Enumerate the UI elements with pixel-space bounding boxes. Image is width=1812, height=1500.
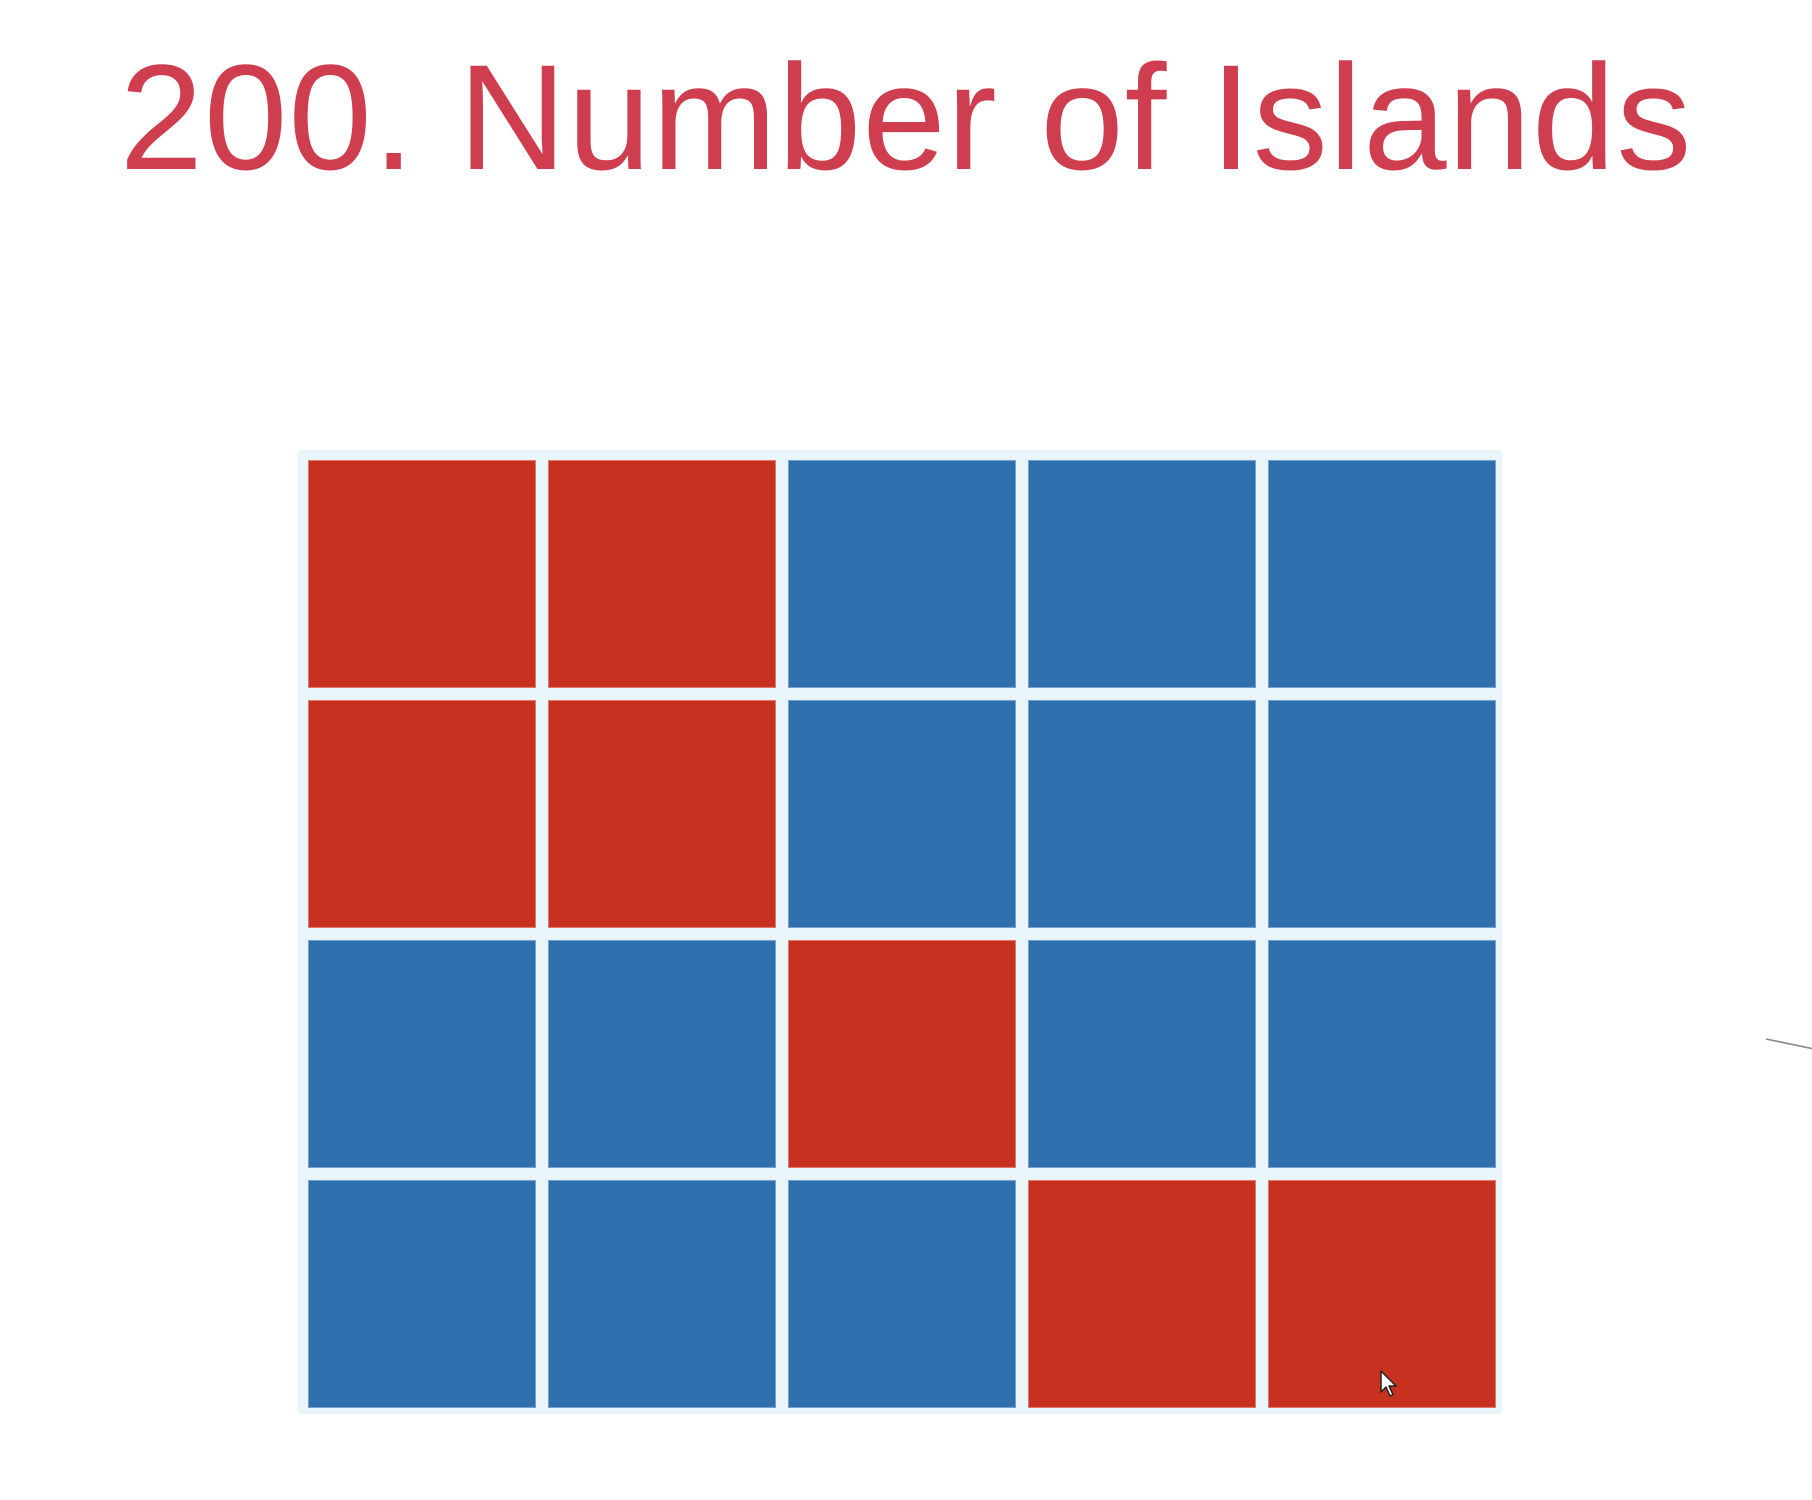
water-cell [548, 940, 776, 1168]
water-cell [548, 1180, 776, 1408]
water-cell [1028, 700, 1256, 928]
water-cell [788, 1180, 1016, 1408]
mouse-cursor-icon [1380, 1370, 1397, 1397]
water-cell [1028, 940, 1256, 1168]
water-cell [308, 1180, 536, 1408]
water-cell [308, 940, 536, 1168]
water-cell [788, 460, 1016, 688]
land-cell [1028, 1180, 1256, 1408]
land-cell [548, 700, 776, 928]
island-grid [298, 450, 1502, 1414]
land-cell [308, 460, 536, 688]
water-cell [1268, 460, 1496, 688]
land-cell [788, 940, 1016, 1168]
water-cell [1268, 700, 1496, 928]
stray-line-mark [1766, 1038, 1812, 1050]
slide-title: 200. Number of Islands [119, 33, 1693, 201]
water-cell [788, 700, 1016, 928]
water-cell [1028, 460, 1256, 688]
land-cell [548, 460, 776, 688]
water-cell [1268, 940, 1496, 1168]
land-cell [1268, 1180, 1496, 1408]
land-cell [308, 700, 536, 928]
grid-cells [308, 460, 1496, 1408]
